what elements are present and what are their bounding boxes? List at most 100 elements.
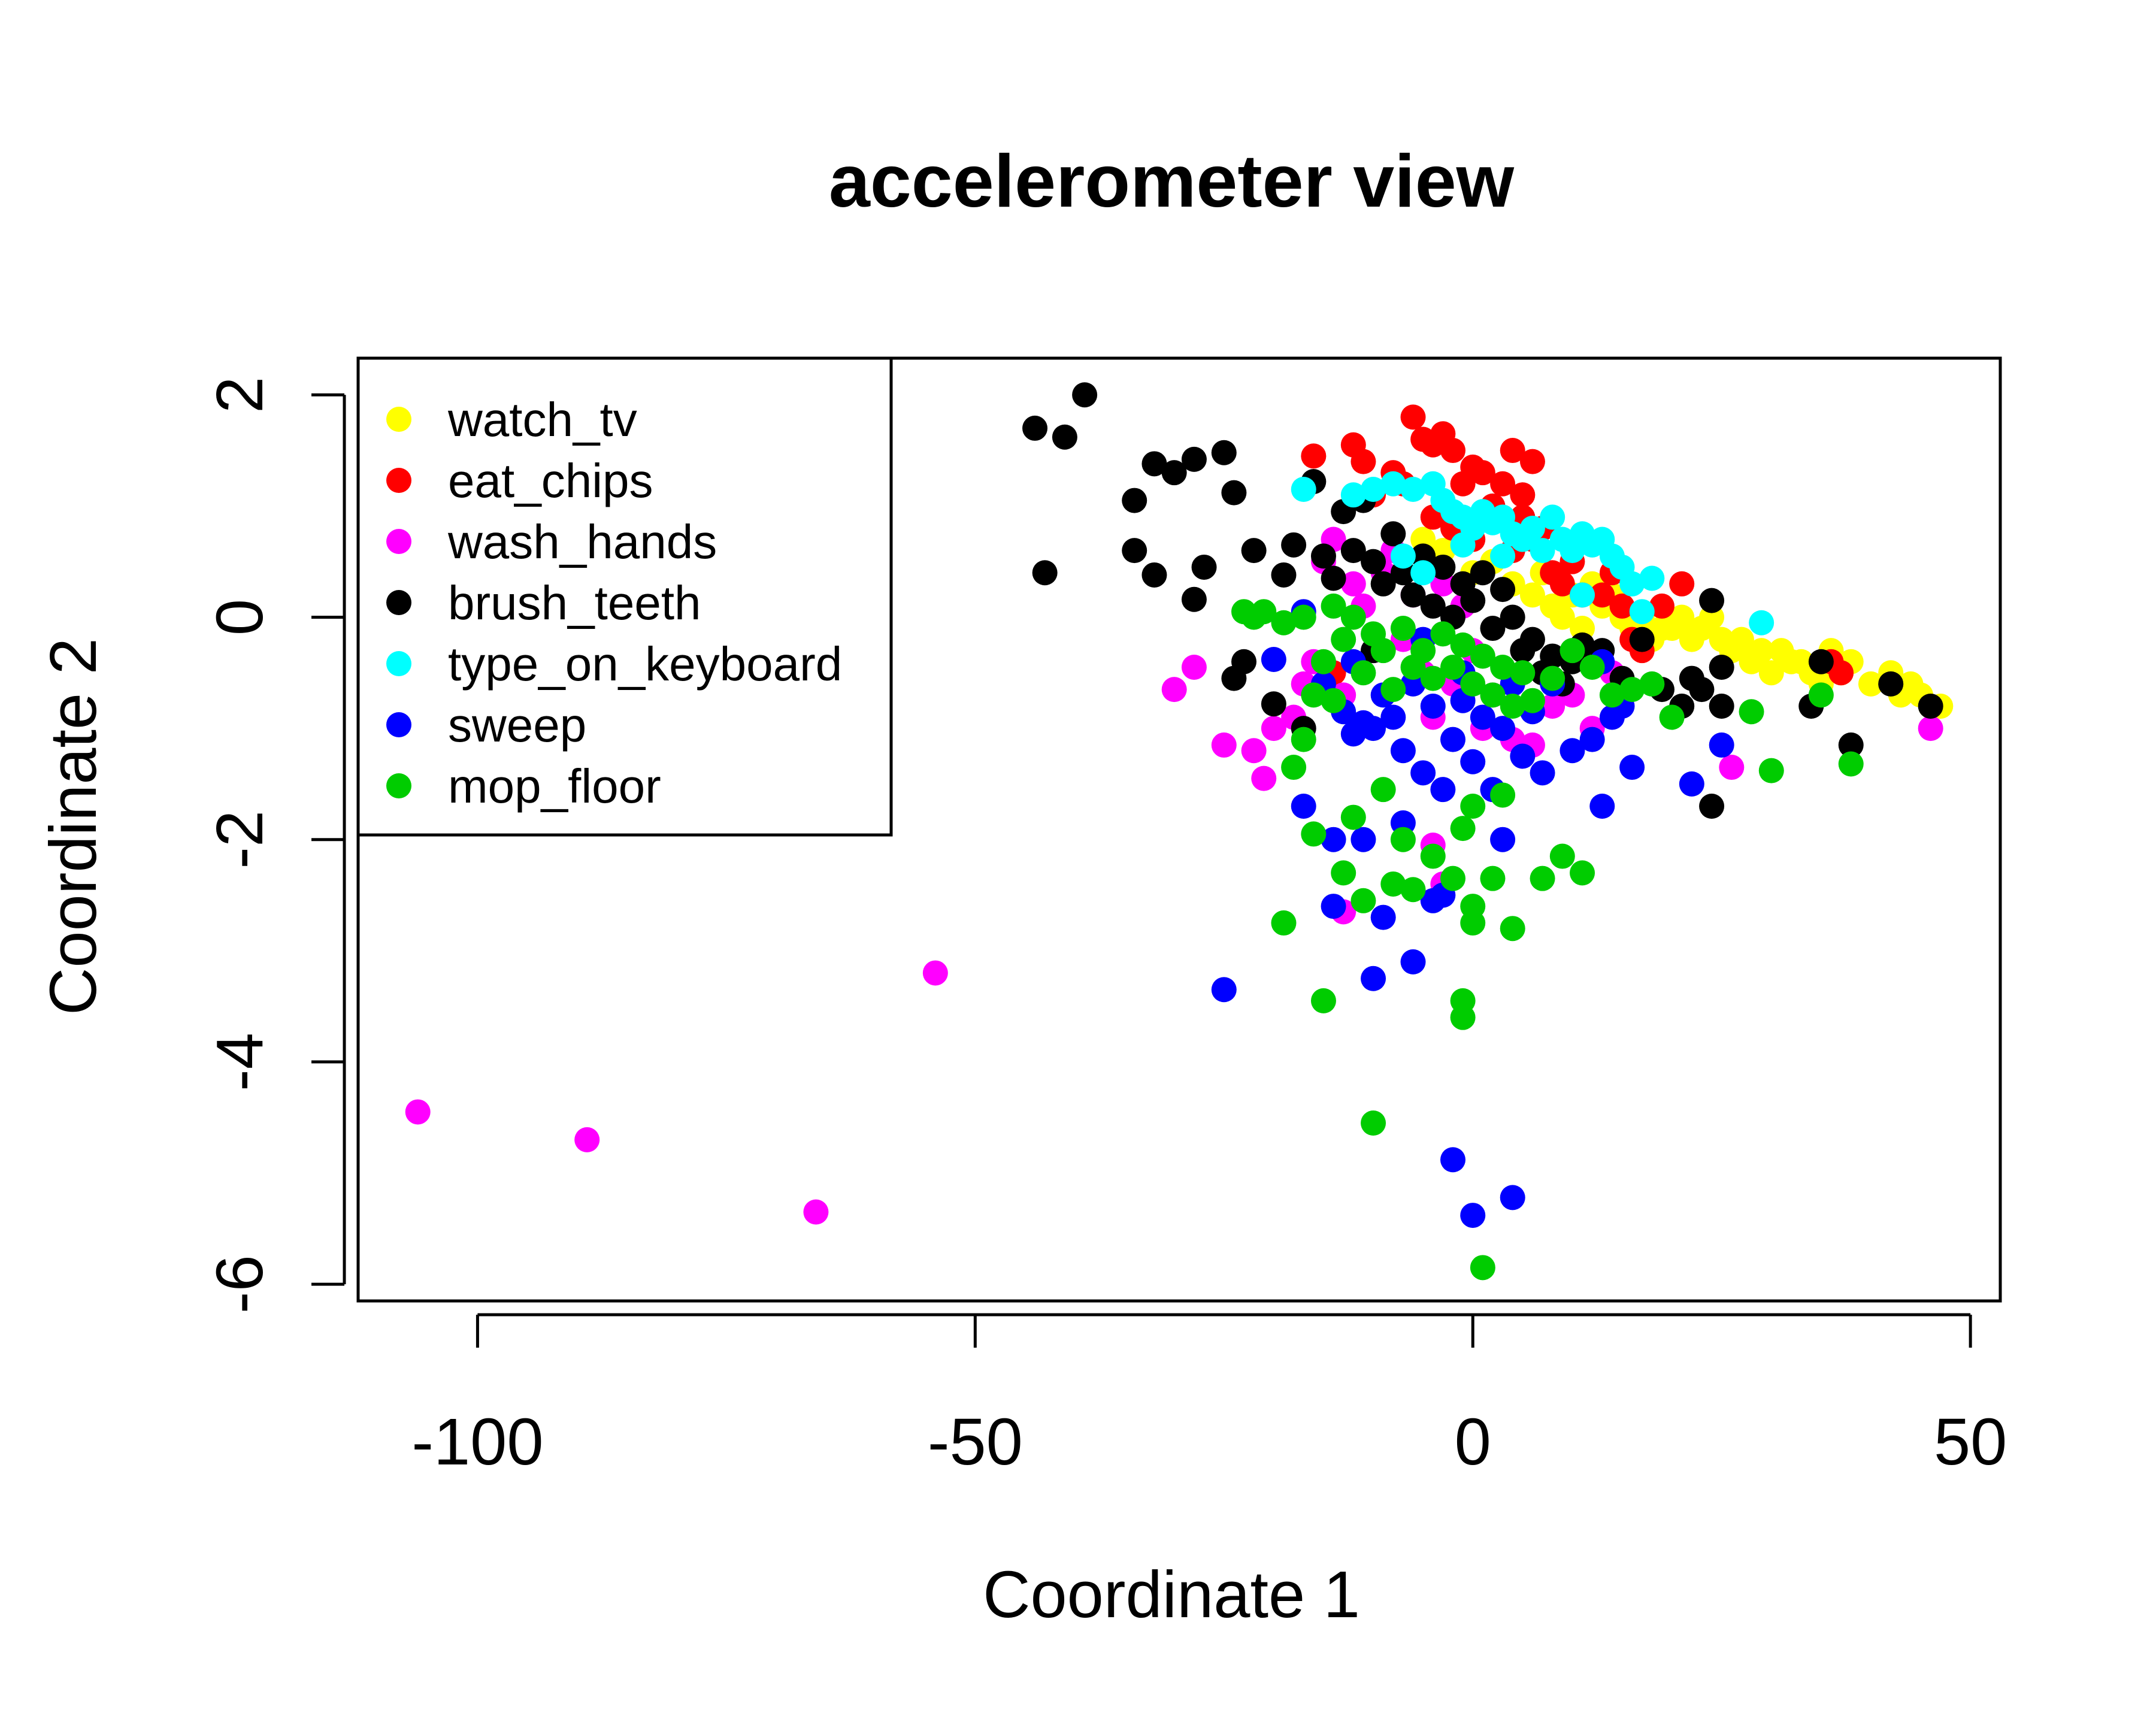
y-tick-label: 0 [203,599,277,635]
data-point [1460,671,1486,697]
data-point [1589,794,1615,819]
data-point [1679,771,1704,797]
data-point [1530,865,1555,891]
data-point [1370,638,1396,664]
data-point [1540,504,1565,530]
data-point [1390,616,1416,641]
data-point [1420,843,1446,869]
data-point [1420,593,1446,619]
legend-label: wash_hands [447,515,717,568]
data-point [1361,477,1386,503]
data-point [1380,471,1406,497]
data-point [1211,732,1237,758]
data-point [1560,738,1585,764]
data-point [1460,1203,1486,1228]
data-point [1380,704,1406,730]
data-point [1619,677,1645,703]
data-point [1032,560,1058,586]
legend-label: eat_chips [448,454,653,507]
data-point [1380,677,1406,703]
data-point [1500,1185,1525,1210]
data-point [1918,716,1943,742]
data-point [1709,655,1734,680]
data-point [1251,599,1277,625]
data-point [1361,716,1386,742]
data-point [1410,638,1436,664]
data-point [1480,865,1506,891]
y-axis-title: Coordinate 2 [37,638,110,1015]
data-point [1321,688,1346,713]
data-point [1261,647,1286,673]
data-point [1470,560,1495,586]
data-point [1291,727,1316,752]
x-tick-label: -50 [928,1405,1023,1479]
data-point [1291,604,1316,630]
legend-label: brush_teeth [448,576,701,630]
data-point [1400,404,1426,430]
data-points [405,382,1954,1281]
data-point [1310,988,1336,1013]
data-point [1400,949,1426,975]
data-point [1321,894,1346,919]
data-point [1251,765,1277,791]
data-point [1321,565,1346,591]
data-point [1758,660,1784,686]
data-point [1440,655,1465,680]
legend-marker [386,651,411,676]
data-point [1430,777,1456,803]
data-point [1500,438,1525,464]
data-point [1639,671,1665,697]
data-point [1340,804,1366,830]
data-point [1500,693,1525,719]
data-point [1450,816,1476,842]
y-tick-label: -4 [203,1033,277,1091]
data-point [1699,794,1725,819]
data-point [1838,751,1864,777]
data-point [1480,682,1506,708]
data-point [1181,655,1207,680]
data-point [1858,671,1884,697]
data-point [1390,738,1416,764]
y-tick-label: 2 [203,377,277,413]
series-type-on-keyboard [1291,471,1775,635]
data-point [922,960,948,986]
data-point [1589,582,1615,608]
y-axis: 2 0 -2 -4 -6 [203,377,346,1314]
data-point [1370,777,1396,803]
data-point [1440,865,1465,891]
data-point [1450,632,1476,658]
data-point [1361,1110,1386,1136]
data-point [1699,588,1725,613]
data-point [1301,682,1327,708]
data-point [1211,440,1237,465]
y-tick-label: -6 [203,1255,277,1314]
legend-marker [386,590,411,615]
data-point [1281,755,1307,780]
data-point [1321,593,1346,619]
x-axis: -100 -50 0 50 [411,1313,2007,1479]
data-point [1490,782,1516,808]
data-point [1350,449,1376,474]
data-point [1241,538,1267,564]
data-point [1052,424,1077,450]
data-point [1709,732,1734,758]
data-point [1560,638,1585,664]
legend-label: mop_floor [448,759,661,813]
data-point [1659,704,1685,730]
data-point [1390,827,1416,852]
data-point [1669,571,1695,597]
data-point [1340,571,1366,597]
legend-label: sweep [448,698,586,752]
data-point [1570,582,1595,608]
data-point [405,1099,431,1125]
data-point [1380,521,1406,547]
data-point [1380,871,1406,897]
data-point [1540,643,1565,669]
chart-title: accelerometer view [829,140,1515,223]
data-point [1450,532,1476,558]
data-point [1878,671,1904,697]
data-point [1301,443,1327,469]
data-point [1410,760,1436,786]
data-point [1460,749,1486,774]
